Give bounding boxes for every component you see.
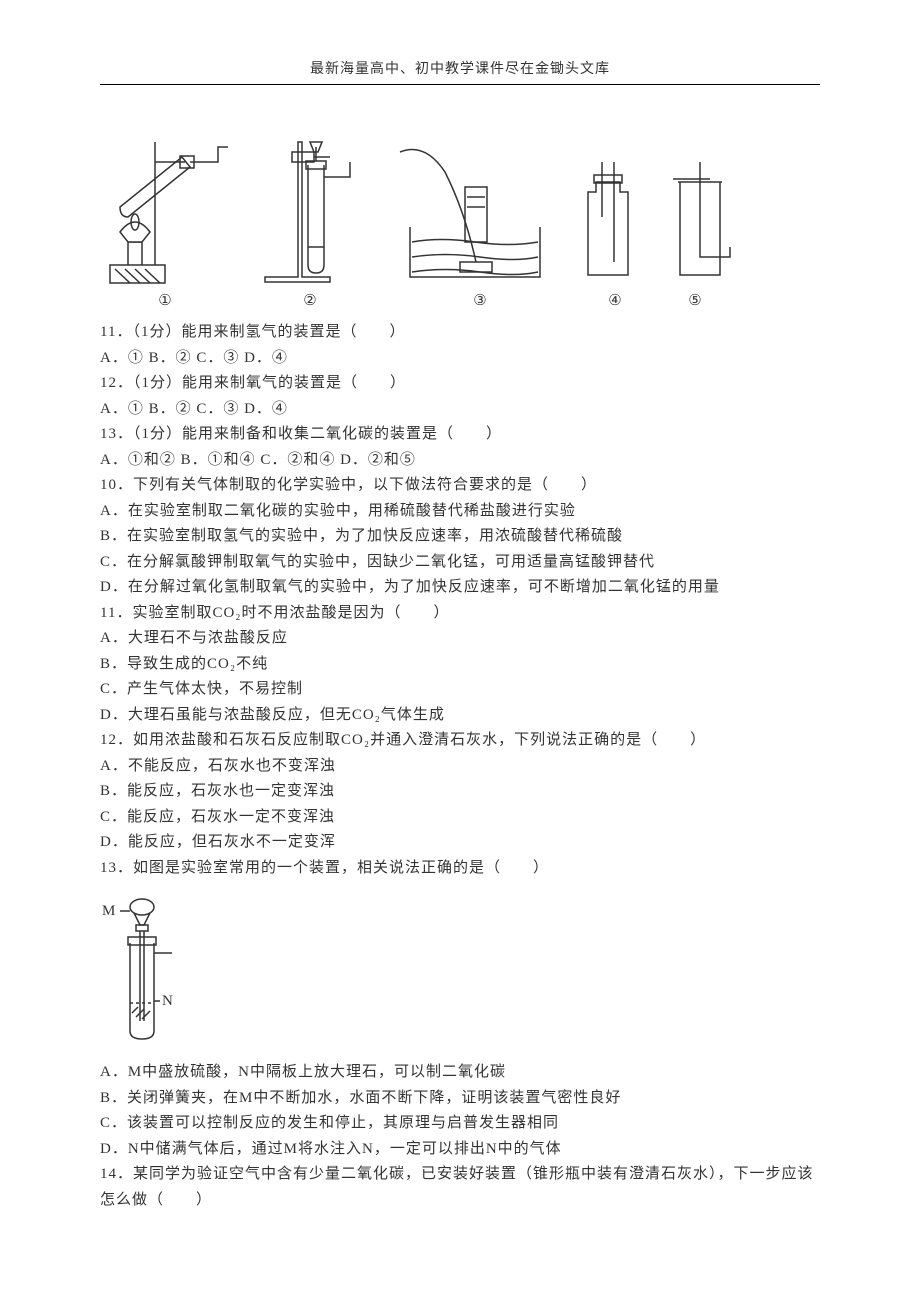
q11b-c: C．产生气体太快，不易控制	[100, 677, 820, 703]
label-2: ②	[230, 291, 390, 310]
label-4: ④	[570, 291, 660, 310]
diagram-2	[250, 117, 370, 287]
q13a-opts: A．①和② B．①和④ C．②和④ D．②和⑤	[100, 448, 820, 474]
diagram-label-row: ① ② ③ ④ ⑤	[100, 291, 820, 310]
q11b: 11．实验室制取CO₂时不用浓盐酸是因为（ ）	[100, 601, 820, 627]
q13b-d: D．N中储满气体后，通过M将水注入N，一定可以排出N中的气体	[100, 1137, 820, 1163]
question-block-1: 11．（1分）能用来制氢气的装置是（ ） A．① B．② C．③ D．④ 12．…	[100, 320, 820, 881]
q11a: 11．（1分）能用来制氢气的装置是（ ）	[100, 320, 820, 346]
q10-b: B．在实验室制取氢气的实验中，为了加快反应速率，用浓硫酸替代稀硫酸	[100, 524, 820, 550]
q12b-a: A．不能反应，石灰水也不变浑浊	[100, 754, 820, 780]
q11b-d: D．大理石虽能与浓盐酸反应，但无CO₂气体生成	[100, 703, 820, 729]
q12b: 12．如用浓盐酸和石灰石反应制取CO₂并通入澄清石灰水，下列说法正确的是（ ）	[100, 728, 820, 754]
q12b-c: C．能反应，石灰水一定不变浑浊	[100, 805, 820, 831]
q10-a: A．在实验室制取二氧化碳的实验中，用稀硫酸替代稀盐酸进行实验	[100, 499, 820, 525]
svg-text:M: M	[102, 903, 115, 919]
q12a-opts: A．① B．② C．③ D．④	[100, 397, 820, 423]
label-3: ③	[390, 291, 570, 310]
q14: 14．某同学为验证空气中含有少量二氧化碳，已安装好装置（锥形瓶中装有澄清石灰水）…	[100, 1162, 820, 1213]
q12b-d: D．能反应，但石灰水不一定变浑	[100, 830, 820, 856]
q10-d: D．在分解过氧化氢制取氧气的实验中，为了加快反应速率，可不断增加二氧化锰的用量	[100, 575, 820, 601]
q12a: 12．（1分）能用来制氧气的装置是（ ）	[100, 371, 820, 397]
q13b: 13．如图是实验室常用的一个装置，相关说法正确的是（ ）	[100, 856, 820, 882]
label-5: ⑤	[660, 291, 730, 310]
q13b-b: B．关闭弹簧夹，在M中不断加水，水面不断下降，证明该装置气密性良好	[100, 1086, 820, 1112]
page-header: 最新海量高中、初中教学课件尽在金锄头文库	[100, 58, 820, 85]
svg-text:N: N	[162, 993, 173, 1009]
diagram-4	[570, 157, 645, 287]
q10-c: C．在分解氯酸钾制取氧气的实验中，因缺少二氧化锰，可用适量高锰酸钾替代	[100, 550, 820, 576]
q10: 10．下列有关气体制取的化学实验中，以下做法符合要求的是（ ）	[100, 473, 820, 499]
mn-apparatus: M N	[100, 893, 820, 1048]
question-block-2: A．M中盛放硫酸，N中隔板上放大理石，可以制二氧化碳 B．关闭弹簧夹，在M中不断…	[100, 1060, 820, 1213]
q11b-b: B．导致生成的CO₂不纯	[100, 652, 820, 678]
q13b-c: C．该装置可以控制反应的发生和停止，其原理与启普发生器相同	[100, 1111, 820, 1137]
q13b-a: A．M中盛放硫酸，N中隔板上放大理石，可以制二氧化碳	[100, 1060, 820, 1086]
diagram-1	[100, 117, 230, 287]
diagram-5	[665, 157, 735, 287]
q13a: 13．（1分）能用来制备和收集二氧化碳的装置是（ ）	[100, 422, 820, 448]
apparatus-diagrams	[100, 107, 820, 287]
diagram-3	[390, 117, 550, 287]
q11b-a: A．大理石不与浓盐酸反应	[100, 626, 820, 652]
q11a-opts: A．① B．② C．③ D．④	[100, 346, 820, 372]
label-1: ①	[100, 291, 230, 310]
q12b-b: B．能反应，石灰水也一定变浑浊	[100, 779, 820, 805]
